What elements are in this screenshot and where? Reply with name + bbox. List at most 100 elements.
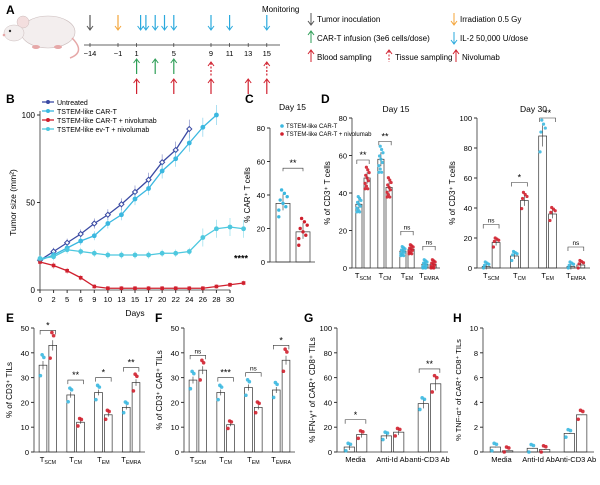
data-point — [119, 286, 124, 291]
bar — [38, 364, 48, 453]
data-point — [64, 247, 70, 253]
data-point — [490, 448, 494, 453]
data-point — [386, 183, 390, 187]
arrowhead-icon — [244, 78, 252, 84]
data-point — [541, 122, 546, 126]
y-tick-label: 10 — [21, 423, 29, 432]
significance-label: * — [518, 173, 522, 183]
y-tick-label: 50 — [21, 324, 29, 333]
arrowhead-icon — [133, 58, 140, 64]
significance-bracket — [400, 230, 414, 236]
x-tick-label: anti-CD3 Ab — [409, 455, 449, 464]
data-point — [377, 170, 381, 174]
panel-h-chart: 0 2 4 6 8 10 % TNF-α⁺ of CAR⁺ CD8⁺ TILs Media An… — [454, 324, 596, 464]
x-axis-label: Days — [125, 308, 144, 318]
x-tick-label: 10 — [104, 295, 112, 304]
y-tick-label: 20 — [324, 423, 332, 432]
data-point — [581, 261, 586, 265]
data-point — [216, 397, 220, 402]
y-axis-label: % of CD3⁺ TILs — [5, 362, 14, 418]
arrowhead-icon — [151, 58, 159, 64]
data-point — [356, 436, 361, 441]
arrowhead-icon — [142, 25, 150, 31]
x-tick-label: 26 — [199, 295, 207, 304]
x-tick-label: TEMRA — [271, 455, 291, 466]
legend-label: TSTEM-like CAR-T — [57, 109, 118, 116]
significance-bracket — [67, 379, 84, 385]
x-tick-label: 2 — [51, 295, 55, 304]
y-tick-label: 20 — [339, 227, 347, 236]
arrowhead-icon — [151, 25, 159, 31]
timeline-tick-label: 13 — [244, 49, 252, 58]
bar — [520, 200, 529, 269]
series-line — [39, 226, 244, 260]
significance-bracket — [344, 419, 367, 424]
data-point — [527, 450, 531, 454]
y-tick-label: 60 — [464, 174, 472, 183]
data-point — [386, 176, 390, 180]
data-point — [78, 275, 83, 280]
data-point — [283, 347, 287, 352]
data-point — [553, 209, 557, 213]
data-point — [282, 191, 287, 196]
data-point — [105, 252, 111, 258]
data-point — [577, 262, 581, 266]
data-point — [531, 443, 536, 448]
legend-marker — [46, 127, 50, 131]
timeline-tick-label: 9 — [209, 49, 213, 58]
y-tick-label: 50 — [26, 199, 35, 208]
legend-label: Untreated — [57, 100, 88, 107]
data-point — [91, 233, 97, 239]
data-point — [566, 266, 570, 270]
data-point — [393, 434, 398, 438]
data-point — [378, 167, 382, 171]
legend-label: Nivolumab — [462, 53, 500, 62]
mouse-illustration — [2, 15, 80, 59]
arrowhead-icon — [86, 25, 94, 31]
significance-bracket — [422, 245, 436, 251]
panel-d-chart: 0 20 40 60 80 % of CD3⁺ T cells Day 15 TSCM ** TC… — [323, 104, 440, 282]
data-point — [543, 126, 547, 130]
significance-label: ns — [194, 348, 202, 355]
data-point — [380, 170, 384, 174]
bar — [538, 135, 547, 269]
data-point — [219, 385, 224, 389]
data-point — [244, 393, 248, 398]
x-tick-label: 30 — [226, 295, 234, 304]
x-tick-label: 22 — [172, 295, 180, 304]
significance-label: ns — [488, 218, 496, 225]
panel-letter: D — [321, 92, 330, 106]
timeline-tick-label: 11 — [226, 49, 234, 58]
data-point — [160, 286, 164, 291]
data-point — [121, 410, 126, 415]
data-point — [76, 424, 80, 428]
data-point — [241, 281, 246, 285]
arrowhead-icon — [170, 25, 178, 31]
data-point — [411, 245, 415, 249]
significance-label: ns — [572, 240, 580, 247]
y-axis-label: % of CD3⁺ T cells — [448, 161, 457, 225]
panel-e-chart: 0 10 20 30 40 50 % of CD3⁺ TILs TSCM * TCM ** TEM * T… — [5, 320, 145, 466]
panel-letter: H — [453, 311, 462, 325]
data-point — [568, 428, 573, 433]
data-point — [515, 252, 519, 256]
significance-label: ns — [404, 224, 412, 231]
data-point — [358, 210, 362, 214]
data-point — [65, 268, 69, 273]
y-tick-label: 60 — [257, 158, 265, 167]
panel-letter: G — [304, 311, 313, 325]
bar — [198, 369, 207, 453]
data-point — [66, 400, 70, 404]
data-point — [271, 395, 276, 400]
data-point — [302, 220, 307, 224]
data-point — [285, 350, 289, 354]
data-point — [388, 178, 392, 182]
data-point — [410, 252, 414, 256]
data-point — [386, 193, 390, 197]
significance-label: ** — [72, 370, 80, 380]
data-point — [186, 249, 192, 254]
arrowhead-icon — [133, 78, 140, 84]
legend-label: Blood sampling — [317, 53, 372, 62]
y-tick-label: 0 — [343, 264, 347, 273]
